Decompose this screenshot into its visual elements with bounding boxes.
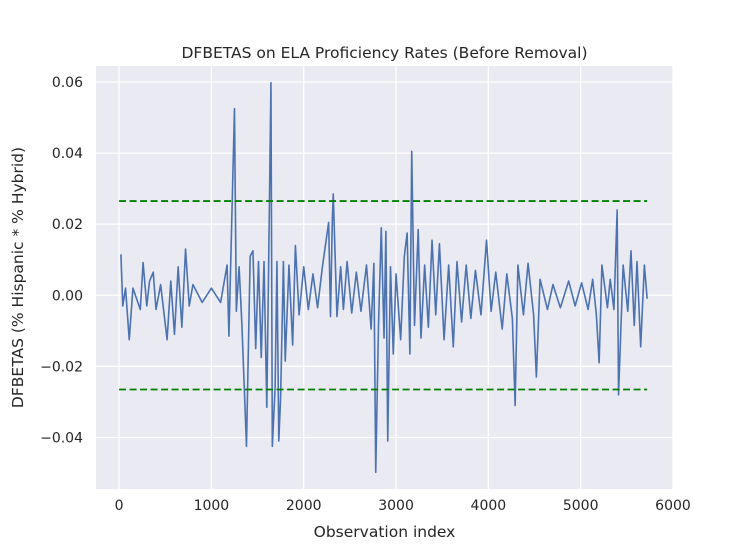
x-tick-labels: 0 1000 2000 3000 4000 5000 6000 (115, 498, 691, 514)
y-axis-label: DFBETAS (% Hispanic * % Hybrid) (9, 147, 27, 408)
series-layer (119, 81, 648, 474)
x-tick-label: 1000 (194, 498, 230, 514)
x-tick-label: 2000 (286, 498, 322, 514)
y-tick-label: 0.04 (52, 146, 83, 162)
x-tick-label: 3000 (378, 498, 414, 514)
y-tick-label: −0.02 (40, 359, 83, 375)
grid-lines (96, 66, 674, 489)
y-tick-label: 0.00 (52, 288, 83, 304)
x-tick-label: 0 (115, 498, 124, 514)
chart-title: DFBETAS on ELA Proficiency Rates (Before… (181, 44, 587, 62)
y-tick-label: 0.02 (52, 217, 83, 233)
y-tick-labels: −0.04 −0.02 0.00 0.02 0.04 0.06 (40, 75, 83, 446)
x-axis-label: Observation index (314, 523, 456, 541)
x-tick-label: 6000 (655, 498, 691, 514)
x-tick-label: 5000 (563, 498, 599, 514)
y-tick-label: 0.06 (52, 75, 83, 91)
y-tick-label: −0.04 (40, 430, 83, 446)
dfbetas-series-line (120, 81, 648, 474)
x-tick-label: 4000 (471, 498, 507, 514)
